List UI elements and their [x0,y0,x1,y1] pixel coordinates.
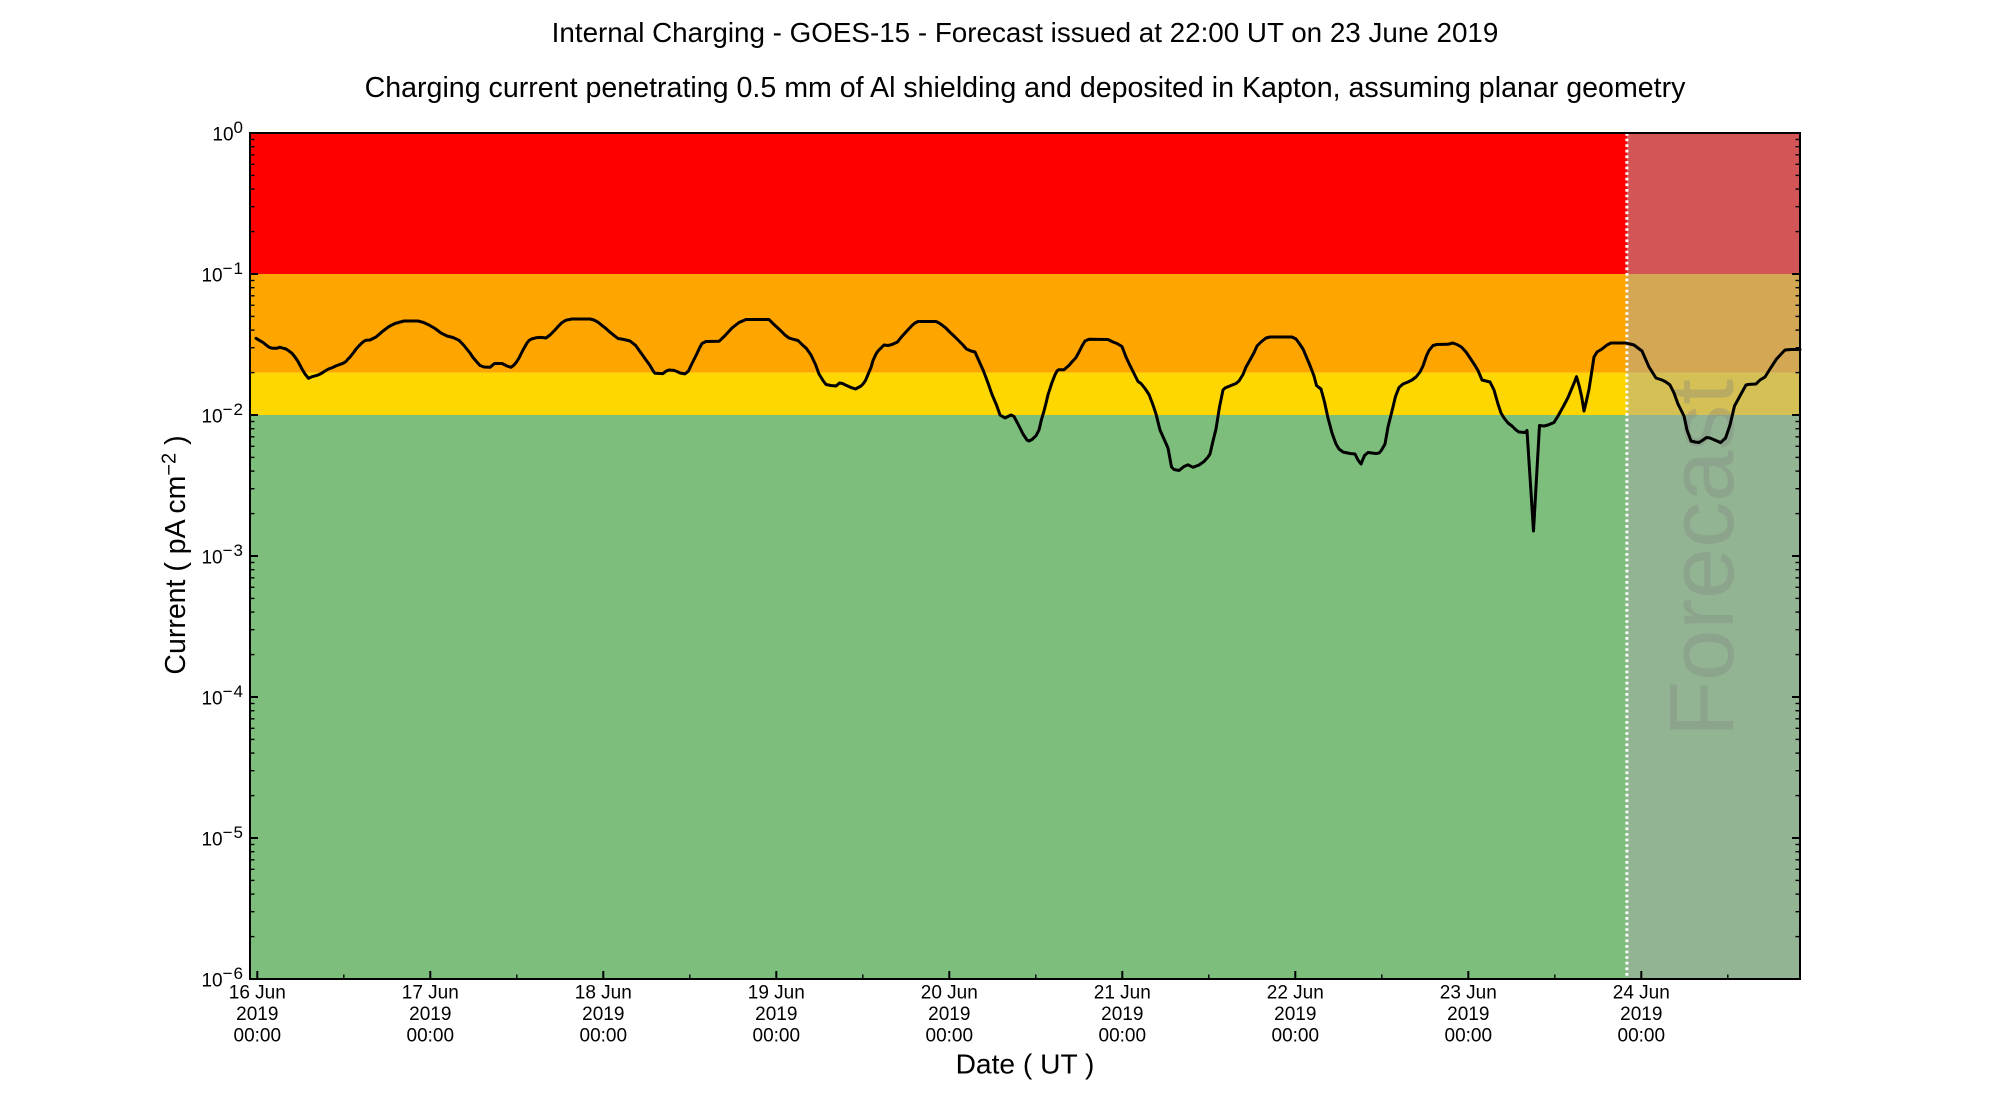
svg-text:100: 100 [212,118,244,146]
svg-text:Charging current penetrating 0: Charging current penetrating 0.5 mm of A… [365,72,1687,104]
svg-text:Internal Charging - GOES-15 -: Internal Charging - GOES-15 - Forecast i… [552,17,1499,48]
svg-text:10−4: 10−4 [201,682,244,710]
svg-text:Date ( UT ): Date ( UT ) [956,1048,1095,1080]
svg-text:Forecast: Forecast [1651,379,1753,737]
svg-text:10−3: 10−3 [201,541,244,569]
svg-text:10−6: 10−6 [201,964,244,992]
svg-text:10−5: 10−5 [201,823,244,851]
svg-text:10−2: 10−2 [201,400,244,428]
svg-text:10−1: 10−1 [201,259,244,287]
